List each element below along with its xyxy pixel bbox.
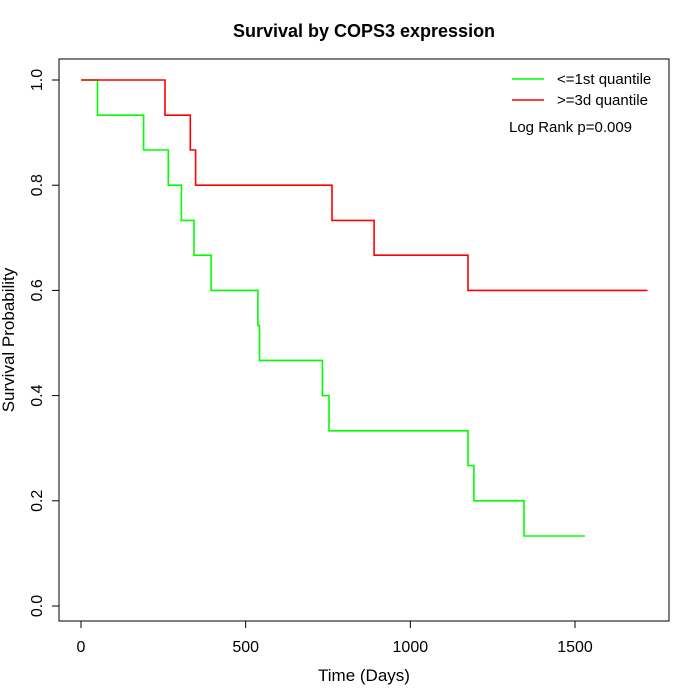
survival-curves: [81, 79, 648, 537]
series-line-high-quantile: [81, 79, 648, 292]
y-axis: 0.0 0.2 0.4 0.6 0.8 1.0: [29, 69, 60, 617]
y-tick-label: 0.4: [29, 384, 46, 406]
x-tick-label: 1500: [557, 639, 593, 656]
legend-label-low: <=1st quantile: [557, 71, 651, 88]
log-rank-annotation: Log Rank p=0.009: [509, 119, 632, 136]
y-tick-label: 0.6: [29, 279, 46, 301]
x-axis: 0 500 1000 1500: [77, 620, 593, 656]
y-tick-label: 1.0: [29, 69, 46, 91]
y-tick-label: 0.2: [29, 490, 46, 512]
x-tick-label: 1000: [393, 639, 429, 656]
legend: <=1st quantile >=3d quantile: [512, 71, 651, 109]
y-tick-label: 0.8: [29, 174, 46, 196]
y-axis-label: Survival Probability: [0, 267, 18, 412]
y-tick-label: 0.0: [29, 595, 46, 617]
x-axis-label: Time (Days): [318, 666, 410, 685]
x-tick-label: 500: [232, 639, 259, 656]
chart-title: Survival by COPS3 expression: [233, 21, 495, 41]
series-line-low-quantile: [81, 79, 585, 537]
legend-label-high: >=3d quantile: [557, 92, 648, 109]
x-tick-label: 0: [77, 639, 86, 656]
